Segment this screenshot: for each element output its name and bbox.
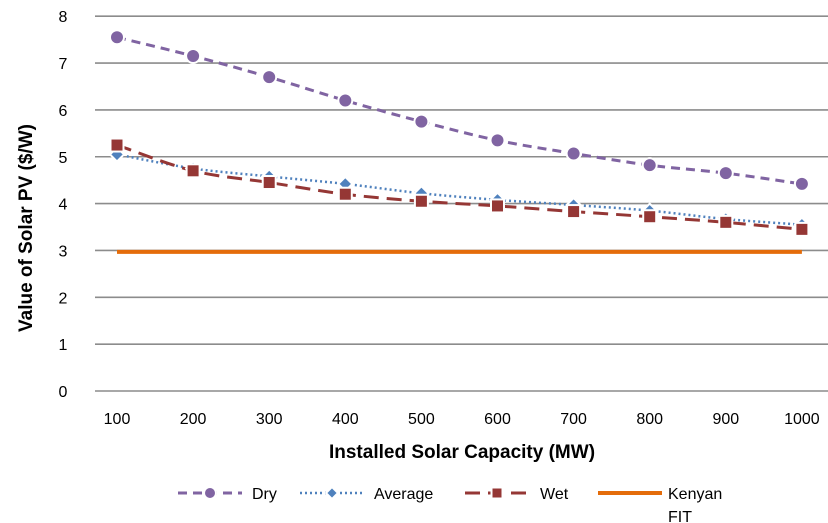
x-tick-label: 600 xyxy=(484,411,511,428)
data-point-dry xyxy=(565,145,582,162)
x-tick-labels: 100 200 300 400 500 600 700 800 900 1000 xyxy=(104,411,820,428)
legend-label: Wet xyxy=(540,486,569,503)
y-tick-label: 2 xyxy=(59,290,68,307)
data-point-dry xyxy=(109,29,125,46)
data-point-wet xyxy=(718,214,734,230)
y-tick-label: 1 xyxy=(59,337,68,354)
series-lines xyxy=(116,35,803,254)
y-axis-title: Value of Solar PV ($/W) xyxy=(16,124,37,332)
legend-item-average: Average xyxy=(300,485,433,503)
data-point-dry xyxy=(413,113,430,130)
series-markers xyxy=(108,29,811,237)
data-point-dry xyxy=(337,92,354,109)
x-tick-label: 900 xyxy=(712,411,739,428)
series-line-average xyxy=(116,153,802,226)
x-tick-label: 500 xyxy=(408,411,435,428)
legend: Dry Average Wet Kenyan FIT xyxy=(178,485,722,523)
legend-label: Average xyxy=(374,486,433,503)
y-tick-label: 3 xyxy=(59,243,68,260)
x-tick-label: 200 xyxy=(180,411,207,428)
data-point-wet xyxy=(261,175,277,191)
data-point-wet xyxy=(794,221,810,237)
legend-item-wet: Wet xyxy=(465,486,569,503)
legend-item-kenyan-fit: Kenyan FIT xyxy=(598,486,722,523)
x-tick-label: 800 xyxy=(636,411,663,428)
series-line-wet xyxy=(116,143,803,231)
y-tick-label: 4 xyxy=(59,197,68,214)
legend-label-cont: FIT xyxy=(668,509,692,523)
y-tick-labels: 0 1 2 3 4 5 6 7 8 xyxy=(59,9,68,401)
data-point-wet xyxy=(337,186,353,202)
data-point-dry xyxy=(489,132,506,149)
y-tick-label: 8 xyxy=(59,9,68,26)
data-point-dry xyxy=(793,175,810,192)
legend-label: Dry xyxy=(252,486,277,503)
legend-label: Kenyan xyxy=(668,486,722,503)
data-point-dry xyxy=(261,69,278,86)
legend-marker-wet xyxy=(490,486,504,500)
x-tick-label: 400 xyxy=(332,411,359,428)
data-point-wet xyxy=(490,198,505,214)
series-line-dry xyxy=(116,35,803,186)
y-tick-label: 0 xyxy=(59,384,68,401)
data-point-wet xyxy=(566,204,582,220)
data-point-wet xyxy=(413,193,429,209)
data-point-dry xyxy=(185,48,202,65)
legend-marker-dry xyxy=(203,486,217,500)
data-point-dry xyxy=(641,157,658,174)
x-axis-title: Installed Solar Capacity (MW) xyxy=(329,442,595,463)
x-tick-label: 700 xyxy=(560,411,587,428)
legend-marker-average xyxy=(324,485,340,501)
data-point-wet xyxy=(109,137,125,153)
x-tick-label: 100 xyxy=(104,411,131,428)
legend-item-dry: Dry xyxy=(178,486,277,503)
data-point-dry xyxy=(717,165,734,182)
y-tick-label: 7 xyxy=(59,56,68,73)
x-tick-label: 1000 xyxy=(784,411,820,428)
y-tick-label: 6 xyxy=(59,103,68,120)
data-point-wet xyxy=(185,163,201,179)
x-tick-label: 300 xyxy=(256,411,283,428)
y-tick-label: 5 xyxy=(59,150,68,167)
data-point-wet xyxy=(642,209,658,225)
